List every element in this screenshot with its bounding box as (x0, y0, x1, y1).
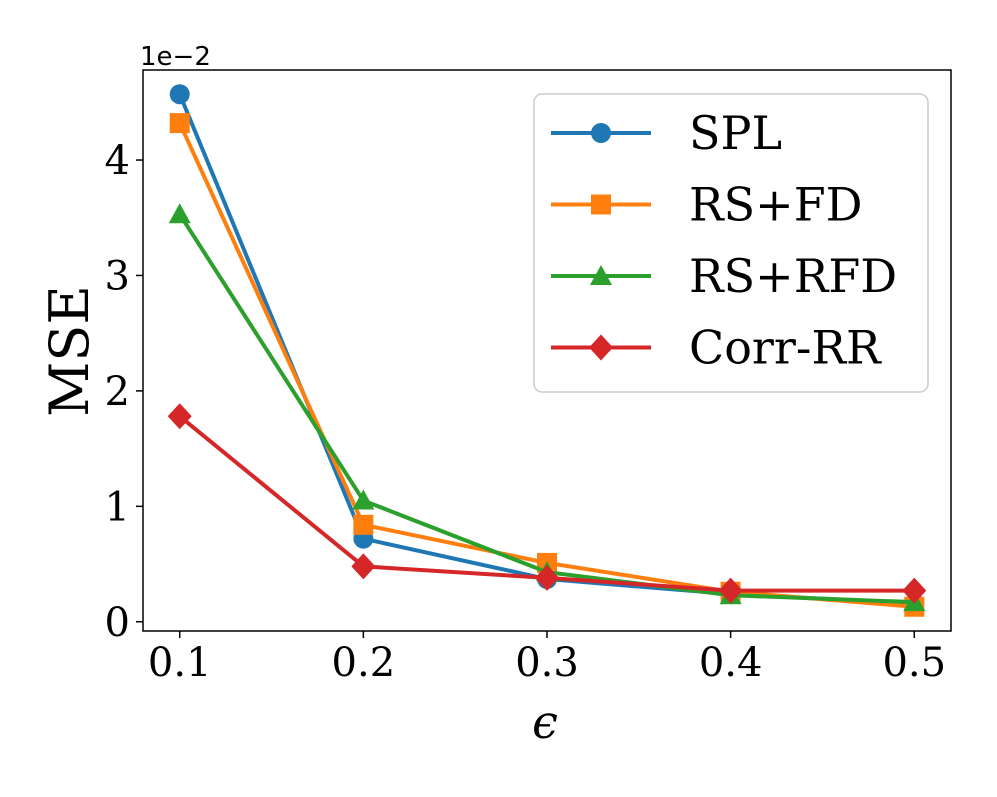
x-tick-label: 0.4 (699, 640, 763, 686)
legend-marker-spl (591, 123, 611, 143)
data-point-corr-rr (535, 564, 559, 591)
y-tick-label: 3 (105, 253, 130, 299)
x-axis-label: ϵ (532, 695, 558, 749)
legend-entry-rs-fd: RS+FD (551, 178, 863, 232)
x-tick-label: 0.1 (148, 640, 212, 686)
plot-area (167, 84, 927, 617)
x-tick-label: 0.5 (882, 640, 946, 686)
legend-entry-spl: SPL (551, 106, 782, 160)
data-point-corr-rr (718, 577, 743, 604)
y-tick-label: 1 (105, 484, 130, 530)
data-point-corr-rr (351, 553, 376, 580)
legend-marker-rs-rfd (590, 265, 612, 285)
data-point-corr-rr (902, 577, 927, 604)
data-point-rs-fd (353, 514, 374, 535)
data-point-rs-rfd (168, 203, 191, 224)
legend: SPL RS+FD RS+RFD Corr-RR (533, 93, 929, 393)
x-tick-label: 0.3 (515, 640, 579, 686)
legend-entry-corr-rr: Corr-RR (551, 321, 882, 375)
axes: 0.1 0.2 0.3 0.4 0.5 0 1 2 3 4 (105, 138, 947, 686)
data-point-rs-fd (169, 113, 190, 134)
legend-marker-corr-rr (589, 334, 613, 361)
y-axis-label: MSE (38, 285, 101, 417)
legend-label-corr-rr: Corr-RR (689, 321, 882, 375)
data-point-rs-rfd (352, 489, 375, 510)
legend-label-rs-rfd: RS+RFD (689, 249, 897, 303)
y-offset-label: 1e−2 (140, 42, 211, 72)
legend-marker-rs-fd (591, 194, 611, 215)
legend-entry-rs-rfd: RS+RFD (551, 249, 897, 303)
y-tick-label: 0 (105, 600, 130, 646)
legend-label-spl: SPL (689, 106, 782, 160)
legend-box (533, 93, 929, 393)
y-tick-label: 4 (105, 138, 130, 184)
data-point-spl (169, 84, 190, 105)
data-point-corr-rr (167, 403, 192, 430)
series-corr-rr (167, 403, 927, 604)
x-tick-label: 0.2 (332, 640, 396, 686)
legend-label-rs-fd: RS+FD (689, 178, 863, 232)
y-tick-label: 2 (105, 369, 130, 415)
